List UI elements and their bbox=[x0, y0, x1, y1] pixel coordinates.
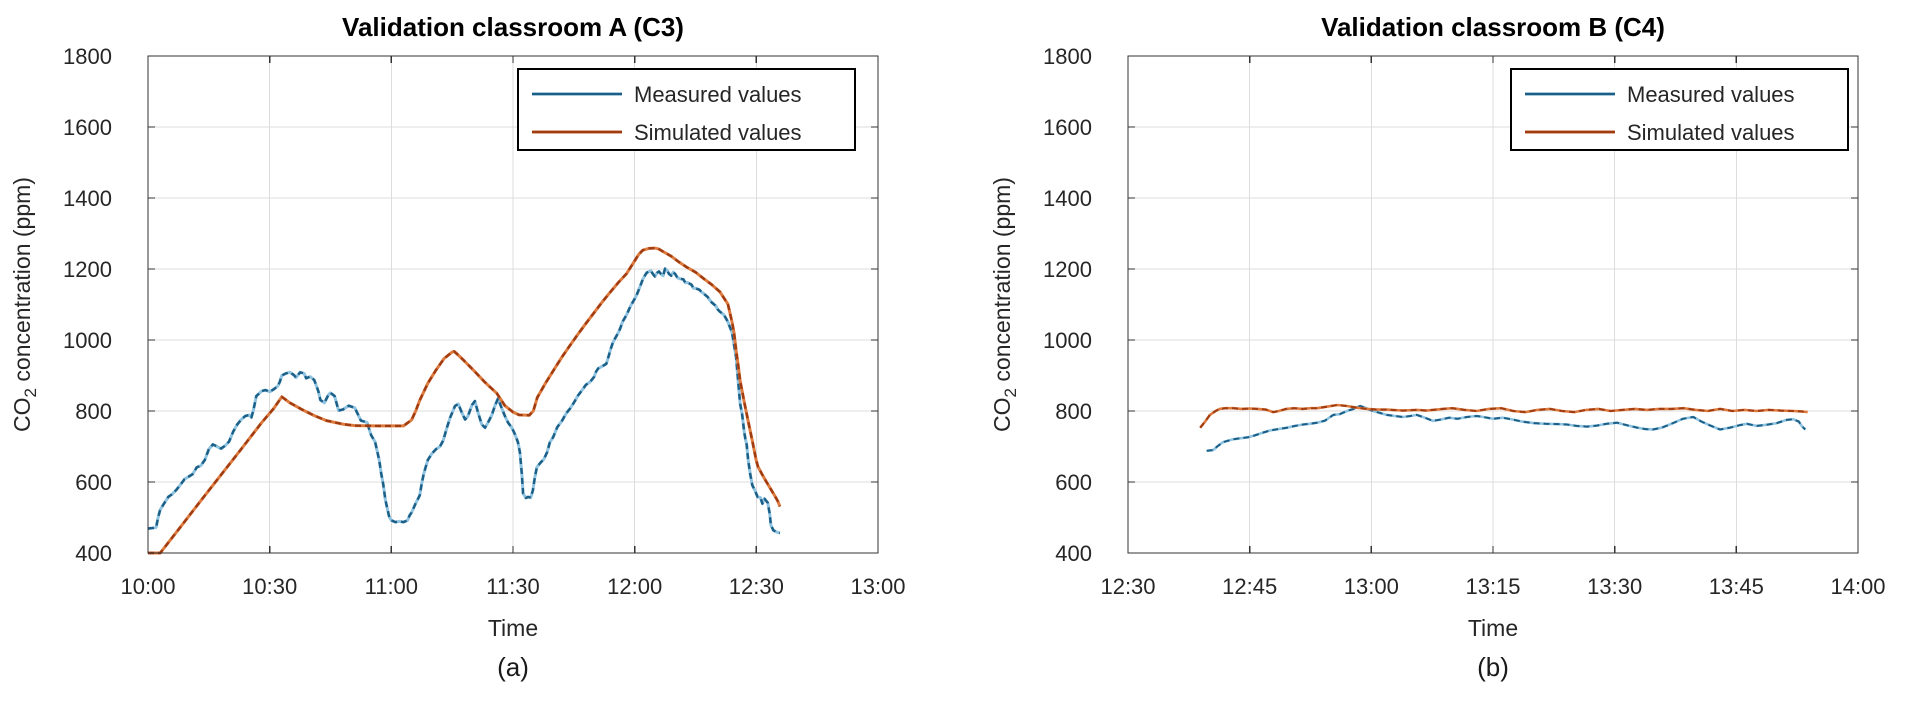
series-measured-line bbox=[1206, 405, 1806, 452]
series-simulated-line bbox=[1199, 404, 1808, 429]
series-simulated-line bbox=[148, 246, 782, 555]
y-tick-label: 1000 bbox=[1043, 328, 1092, 353]
x-tick-label: 12:45 bbox=[1222, 574, 1277, 599]
chart-title: Validation classroom B (C4) bbox=[1321, 12, 1665, 42]
subfigure-caption: (b) bbox=[1477, 652, 1509, 682]
legend-box bbox=[1510, 68, 1849, 151]
series-measured-underlay bbox=[147, 267, 781, 535]
chart-a: 10:00 10:30 11:00 11:30 12:00 12:30 13:00 400 60… bbox=[9, 12, 906, 682]
y-axis-label: CO2 concentration (ppm) bbox=[989, 177, 1020, 432]
series-measured-underlay bbox=[1206, 404, 1807, 453]
chart-b: 12:30 12:45 13:00 13:15 13:30 13:45 14:00 400 60… bbox=[989, 12, 1886, 682]
x-tick-label: 10:00 bbox=[120, 574, 175, 599]
legend: Measured values Simulated values bbox=[1510, 68, 1849, 151]
legend: Measured values Simulated values bbox=[517, 68, 856, 151]
y-axis-label: CO2 concentration (ppm) bbox=[9, 177, 40, 432]
y-tick-label: 1400 bbox=[63, 186, 112, 211]
y-tick-label: 1600 bbox=[1043, 115, 1092, 140]
x-tick-label: 13:30 bbox=[1587, 574, 1642, 599]
legend-label: Measured values bbox=[1627, 82, 1795, 107]
x-tick-label: 13:00 bbox=[850, 574, 905, 599]
legend-box bbox=[517, 68, 856, 151]
x-tick-label: 11:00 bbox=[365, 574, 418, 599]
x-tick-label: 10:30 bbox=[242, 574, 297, 599]
legend-label: Simulated values bbox=[634, 120, 802, 145]
y-tick-label: 1400 bbox=[1043, 186, 1092, 211]
series-simulated-underlay bbox=[148, 246, 782, 555]
chart-title: Validation classroom A (C3) bbox=[342, 12, 684, 42]
y-tick-label: 1200 bbox=[1043, 257, 1092, 282]
y-tick-label: 1000 bbox=[63, 328, 112, 353]
y-tick-label: 1200 bbox=[63, 257, 112, 282]
x-tick-label: 13:00 bbox=[1344, 574, 1399, 599]
y-tick-label: 400 bbox=[1055, 541, 1092, 566]
y-tick-label: 1800 bbox=[63, 44, 112, 69]
x-tick-label: 12:30 bbox=[1100, 574, 1155, 599]
y-tick-label: 600 bbox=[1055, 470, 1092, 495]
tick-marks bbox=[147, 55, 879, 554]
legend-label: Measured values bbox=[634, 82, 802, 107]
legend-label: Simulated values bbox=[1627, 120, 1795, 145]
y-tick-label: 800 bbox=[1055, 399, 1092, 424]
x-tick-label: 12:30 bbox=[729, 574, 784, 599]
x-tick-label: 13:45 bbox=[1709, 574, 1764, 599]
x-tick-label: 13:15 bbox=[1465, 574, 1520, 599]
x-tick-label: 12:00 bbox=[607, 574, 662, 599]
y-tick-label: 600 bbox=[75, 470, 112, 495]
x-axis-label: Time bbox=[488, 615, 538, 641]
tick-marks bbox=[1127, 55, 1859, 554]
subfigure-caption: (a) bbox=[497, 652, 529, 682]
y-tick-label: 1800 bbox=[1043, 44, 1092, 69]
series-measured-line bbox=[147, 267, 781, 535]
x-tick-label: 11:30 bbox=[486, 574, 539, 599]
y-tick-label: 800 bbox=[75, 399, 112, 424]
x-tick-label: 14:00 bbox=[1830, 574, 1885, 599]
x-axis-label: Time bbox=[1468, 615, 1518, 641]
y-tick-label: 400 bbox=[75, 541, 112, 566]
y-tick-label: 1600 bbox=[63, 115, 112, 140]
